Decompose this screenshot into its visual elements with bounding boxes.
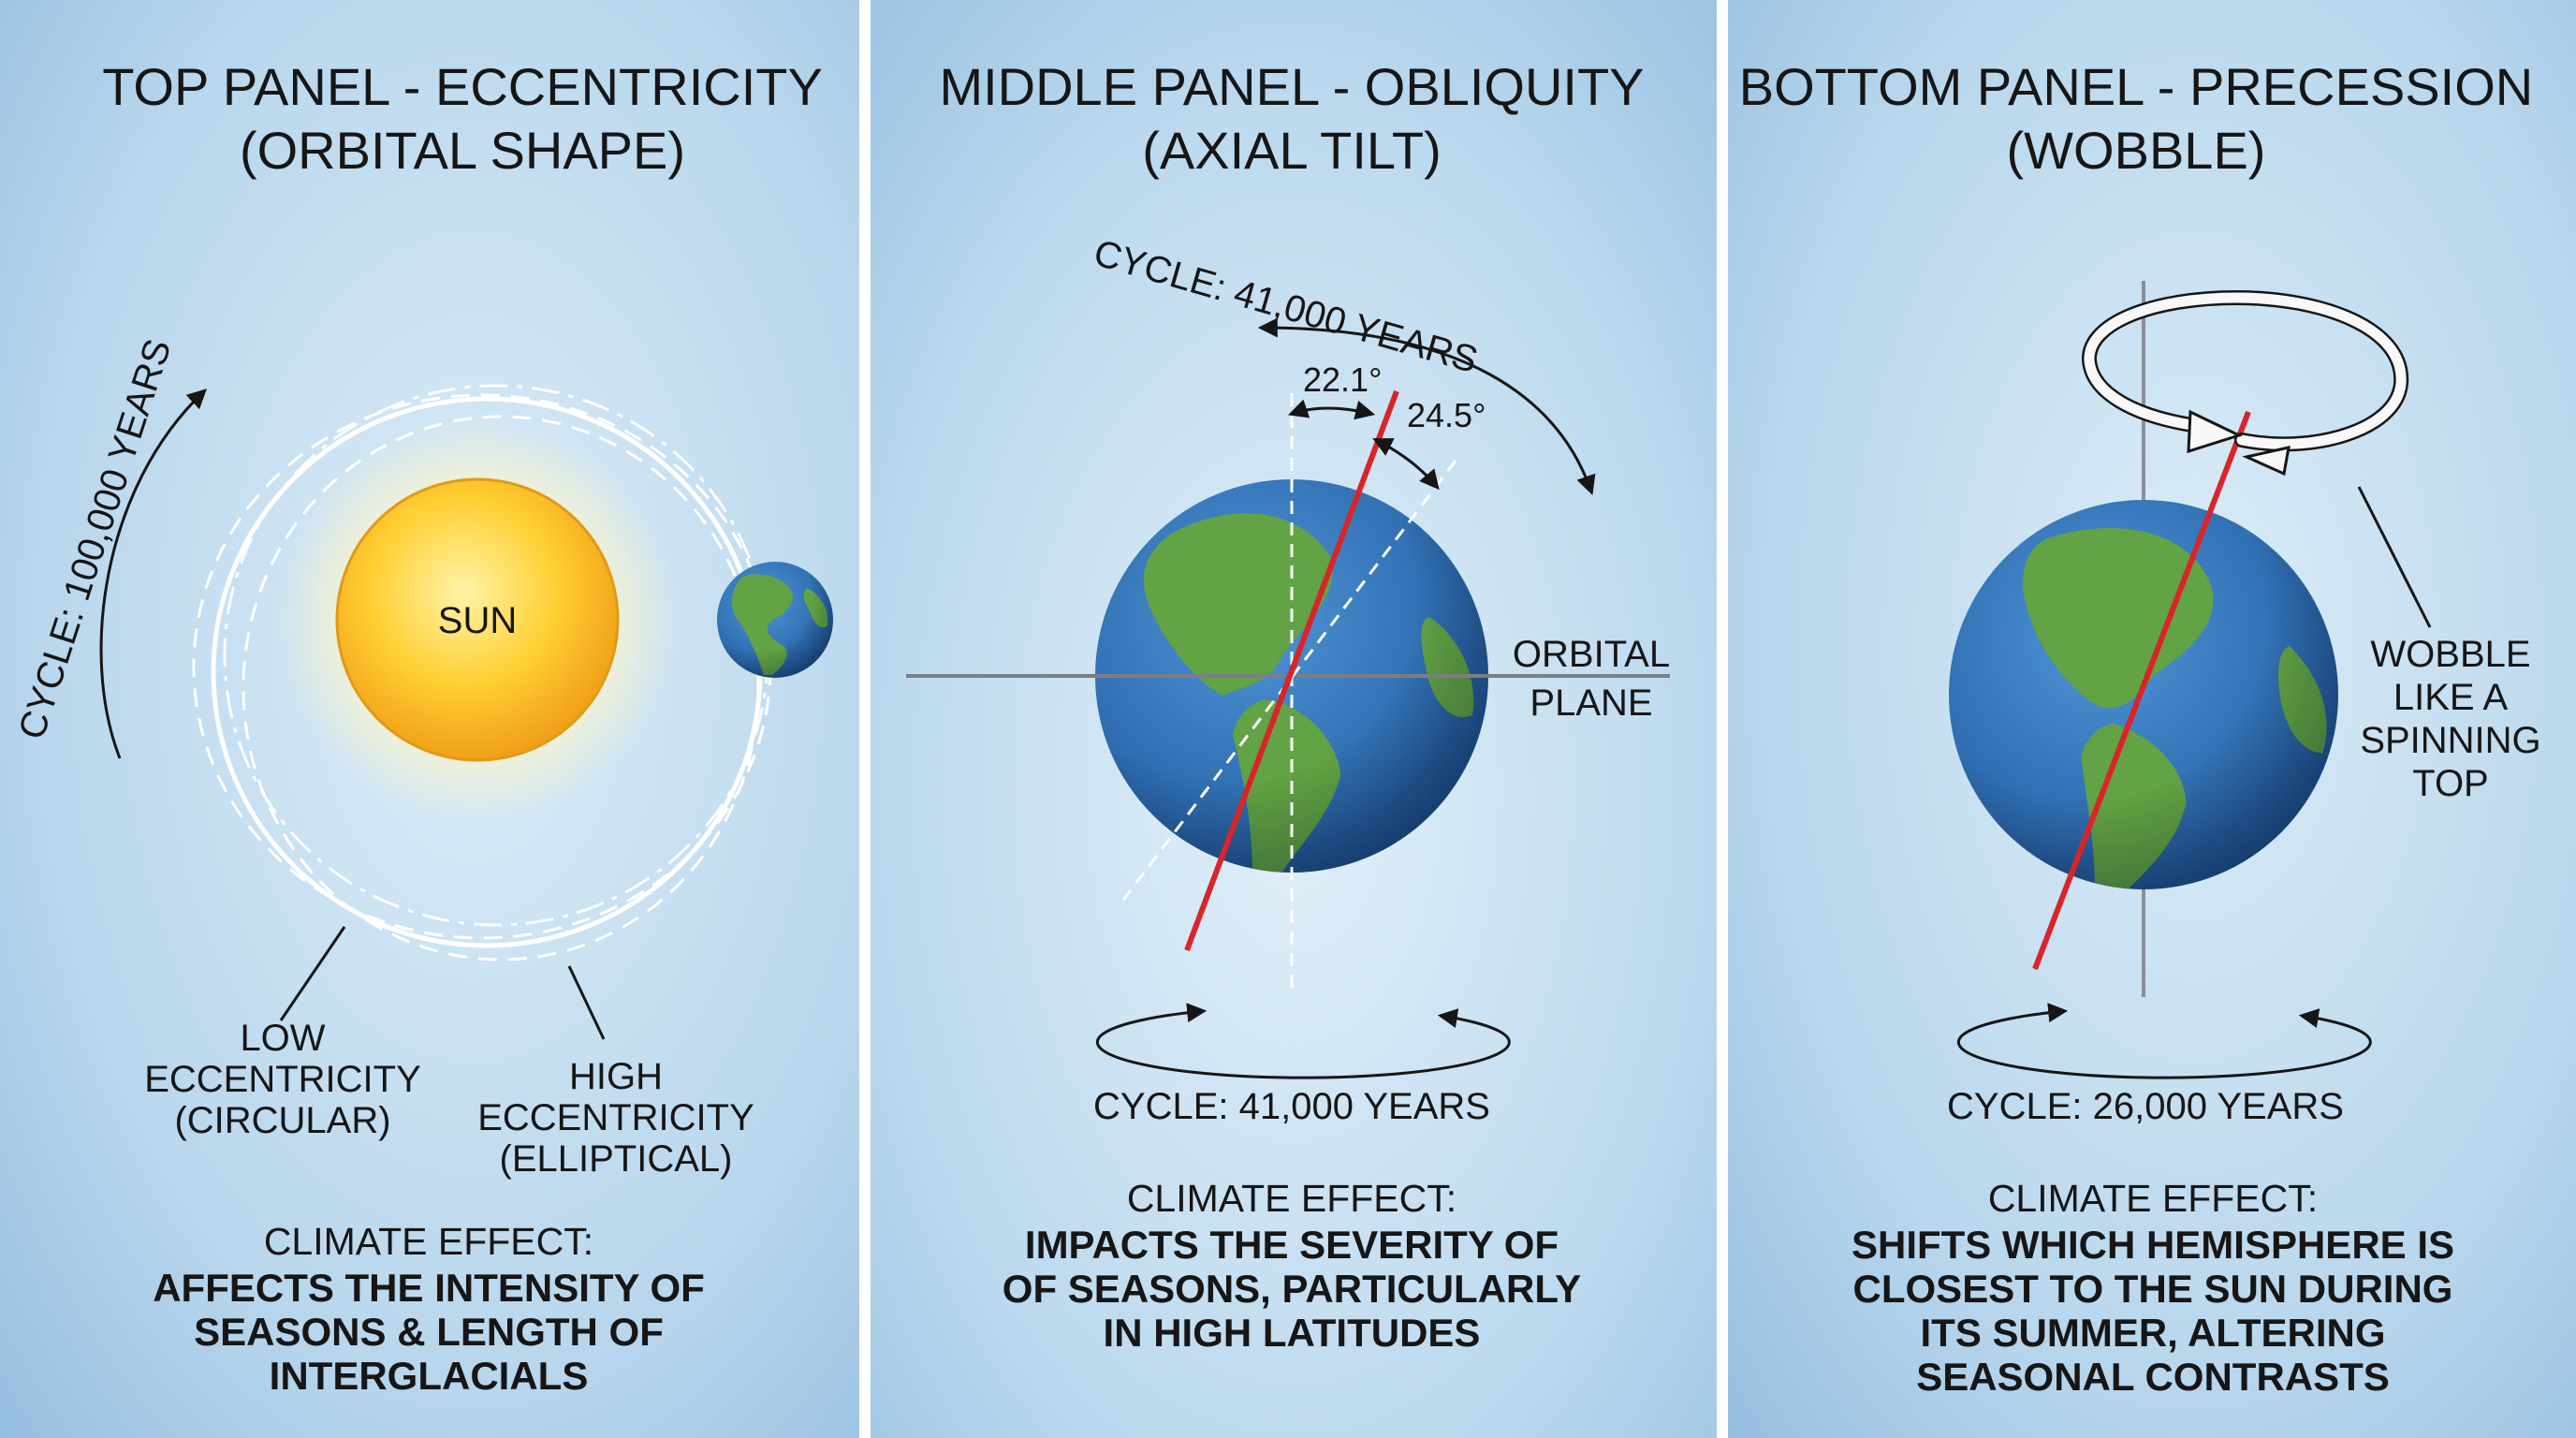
climate-effect-heading: CLIMATE EFFECT: xyxy=(264,1220,593,1263)
high-eccentricity-label: ECCENTRICITY xyxy=(477,1097,754,1138)
panel-subtitle: (WOBBLE) xyxy=(2007,121,2266,180)
high-eccentricity-orbit-inner xyxy=(242,415,760,961)
angle-max-label: 24.5° xyxy=(1407,396,1486,434)
wobble-label: SPINNING xyxy=(2360,720,2540,761)
climate-effect-text: IN HIGH LATITUDES xyxy=(1104,1311,1481,1355)
low-eccentricity-label: LOW xyxy=(240,1018,325,1059)
sun-label: SUN xyxy=(438,600,517,641)
high-leader-line xyxy=(567,965,606,1040)
sun-icon xyxy=(276,418,679,821)
wobble-label: LIKE A xyxy=(2393,677,2509,718)
orbital-plane-label: ORBITAL xyxy=(1513,634,1670,675)
orbital-plane-label: PLANE xyxy=(1530,682,1652,724)
climate-effect-text: SEASONAL CONTRASTS xyxy=(1916,1355,2390,1399)
earth-icon xyxy=(717,562,833,678)
cycle-arrow xyxy=(99,389,208,759)
panel-title: BOTTOM PANEL - PRECESSION xyxy=(1739,57,2533,116)
climate-effect-text: AFFECTS THE INTENSITY OF xyxy=(153,1266,705,1310)
climate-effect-text: ITS SUMMER, ALTERING xyxy=(1921,1311,2386,1355)
max-tilt-axis xyxy=(1117,460,1457,907)
cycle-label: CYCLE: 41,000 YEARS xyxy=(1093,1086,1490,1127)
climate-effect-heading: CLIMATE EFFECT: xyxy=(1988,1177,2318,1220)
panel-subtitle: (AXIAL TILT) xyxy=(1142,121,1441,180)
panel-divider xyxy=(859,0,871,1438)
panel-eccentricity: TOP PANEL - ECCENTRICITY (ORBITAL SHAPE)… xyxy=(11,57,833,1398)
axial-tilt-axis xyxy=(1184,389,1399,952)
high-eccentricity-label: (ELLIPTICAL) xyxy=(500,1138,733,1180)
climate-effect-text: CLOSEST TO THE SUN DURING xyxy=(1853,1267,2453,1311)
climate-effect-text: INTERGLACIALS xyxy=(270,1354,589,1398)
low-eccentricity-label: ECCENTRICITY xyxy=(144,1059,421,1100)
rotation-arrow-icon xyxy=(1956,1003,2372,1079)
climate-effect-text: OF SEASONS, PARTICULARLY xyxy=(1003,1267,1581,1311)
wobble-label: TOP xyxy=(2412,763,2489,804)
cycle-label: CYCLE: 26,000 YEARS xyxy=(1947,1086,2344,1127)
climate-effect-text: SHIFTS WHICH HEMISPHERE IS xyxy=(1852,1223,2454,1267)
earth-icon xyxy=(1949,500,2338,889)
climate-effect-text: IMPACTS THE SEVERITY OF xyxy=(1025,1223,1559,1267)
panel-divider xyxy=(1717,0,1728,1438)
panel-subtitle: (ORBITAL SHAPE) xyxy=(240,121,685,180)
angle-max-arc xyxy=(1372,438,1440,491)
cycle-top-arrow xyxy=(1257,317,1596,495)
wobble-leader-line xyxy=(2357,486,2432,628)
panel-precession: BOTTOM PANEL - PRECESSION (WOBBLE) WOBBL… xyxy=(1739,57,2541,1399)
wobble-arrow-icon xyxy=(2082,289,2409,477)
rotation-arrow-icon xyxy=(1095,1003,1511,1079)
angle-min-arc xyxy=(1288,399,1376,420)
panel-title: MIDDLE PANEL - OBLIQUITY xyxy=(939,57,1644,116)
low-leader-line xyxy=(279,926,346,1021)
low-eccentricity-label: (CIRCULAR) xyxy=(174,1100,390,1141)
panel-title: TOP PANEL - ECCENTRICITY xyxy=(102,57,823,116)
wobble-label: WOBBLE xyxy=(2370,634,2530,675)
climate-effect-text: SEASONS & LENGTH OF xyxy=(194,1310,664,1354)
angle-min-label: 22.1° xyxy=(1303,360,1382,399)
high-eccentricity-label: HIGH xyxy=(569,1056,663,1097)
axial-tilt-axis xyxy=(2032,410,2251,971)
climate-effect-heading: CLIMATE EFFECT: xyxy=(1127,1177,1456,1220)
